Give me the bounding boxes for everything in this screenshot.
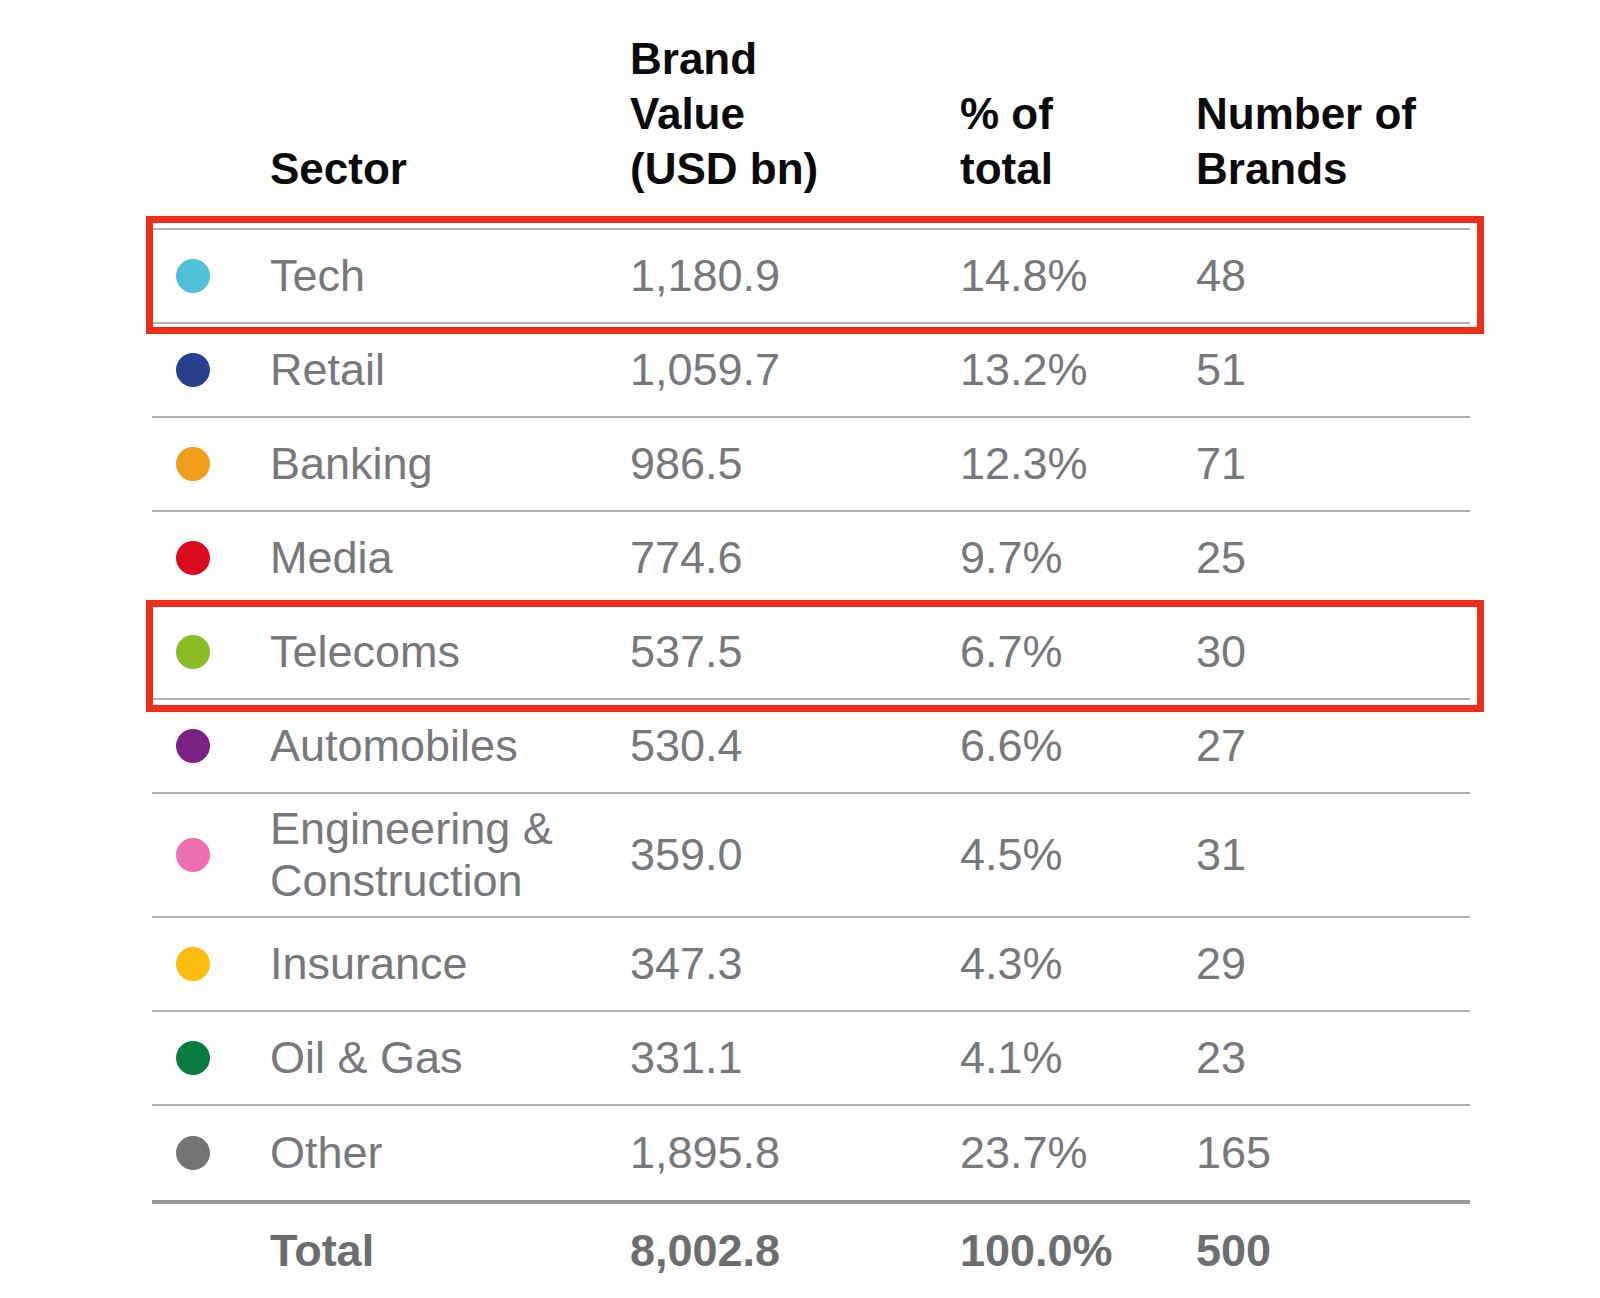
pct-of-total: 4.1% [960,1032,1196,1084]
brand-value: 1,895.8 [630,1127,960,1179]
pct-of-total: 4.3% [960,938,1196,990]
table-row-total: Total 8,002.8 100.0% 500 [152,1200,1470,1298]
table-row-oil-gas: Oil & Gas 331.1 4.1% 23 [152,1012,1470,1106]
table-row-automobiles: Automobiles 530.4 6.6% 27 [152,700,1470,794]
table-row-retail: Retail 1,059.7 13.2% 51 [152,324,1470,418]
total-dot-spacer [152,1204,255,1298]
sector-dot-cell [152,606,255,698]
sector-name: Tech [255,250,630,302]
table-header-row: Sector Brand Value (USD bn) % of total N… [152,0,1470,230]
sector-name: Automobiles [255,720,630,772]
table-row-insurance: Insurance 347.3 4.3% 29 [152,918,1470,1012]
header-pct-of-total: % of total [960,86,1196,196]
num-brands: 30 [1196,626,1470,678]
total-label: Total [255,1225,630,1277]
table-row-banking: Banking 986.5 12.3% 71 [152,418,1470,512]
num-brands: 25 [1196,532,1470,584]
brand-value: 774.6 [630,532,960,584]
table-row-tech: Tech 1,180.9 14.8% 48 [152,230,1470,324]
brand-value: 347.3 [630,938,960,990]
sector-name: Banking [255,438,630,490]
sector-dot-cell [152,1106,255,1200]
pct-of-total: 12.3% [960,438,1196,490]
pct-of-total: 4.5% [960,829,1196,881]
brand-value: 331.1 [630,1032,960,1084]
sector-name: Engineering & Construction [255,803,630,907]
sector-dot-cell [152,230,255,322]
num-brands: 165 [1196,1127,1470,1179]
header-sector: Sector [255,141,630,196]
total-pct-of-total: 100.0% [960,1225,1196,1277]
other-color-dot-icon [176,1136,210,1170]
brand-value: 1,180.9 [630,250,960,302]
total-num-brands: 500 [1196,1225,1470,1277]
sector-dot-cell [152,324,255,416]
brand-value: 537.5 [630,626,960,678]
table-row-engineering-construction: Engineering & Construction 359.0 4.5% 31 [152,794,1470,918]
brand-value: 1,059.7 [630,344,960,396]
num-brands: 51 [1196,344,1470,396]
table-row-telecoms: Telecoms 537.5 6.7% 30 [152,606,1470,700]
num-brands: 48 [1196,250,1470,302]
brand-value: 359.0 [630,829,960,881]
pct-of-total: 6.7% [960,626,1196,678]
telecoms-color-dot-icon [176,635,210,669]
oil-gas-color-dot-icon [176,1041,210,1075]
num-brands: 29 [1196,938,1470,990]
sector-dot-cell [152,512,255,604]
banking-color-dot-icon [176,447,210,481]
sector-name: Telecoms [255,626,630,678]
insurance-color-dot-icon [176,947,210,981]
sector-dot-cell [152,1012,255,1104]
num-brands: 23 [1196,1032,1470,1084]
sector-dot-cell [152,418,255,510]
sector-brand-value-table: Sector Brand Value (USD bn) % of total N… [152,0,1470,1298]
num-brands: 27 [1196,720,1470,772]
sector-dot-cell [152,918,255,1010]
table-row-media: Media 774.6 9.7% 25 [152,512,1470,606]
header-dot-spacer [152,0,255,196]
sector-dot-cell [152,700,255,792]
sector-name: Other [255,1127,630,1179]
media-color-dot-icon [176,541,210,575]
tech-color-dot-icon [176,259,210,293]
num-brands: 31 [1196,829,1470,881]
automobiles-color-dot-icon [176,729,210,763]
sector-brand-value-table-page: Sector Brand Value (USD bn) % of total N… [0,0,1600,1298]
num-brands: 71 [1196,438,1470,490]
retail-color-dot-icon [176,353,210,387]
sector-name: Media [255,532,630,584]
total-brand-value: 8,002.8 [630,1225,960,1277]
brand-value: 530.4 [630,720,960,772]
table-row-other: Other 1,895.8 23.7% 165 [152,1106,1470,1200]
sector-name: Retail [255,344,630,396]
pct-of-total: 6.6% [960,720,1196,772]
header-brand-value: Brand Value (USD bn) [630,31,960,196]
pct-of-total: 23.7% [960,1127,1196,1179]
engineering-construction-color-dot-icon [176,838,210,872]
sector-dot-cell [152,794,255,916]
pct-of-total: 13.2% [960,344,1196,396]
brand-value: 986.5 [630,438,960,490]
sector-name: Oil & Gas [255,1032,630,1084]
sector-name: Insurance [255,938,630,990]
pct-of-total: 9.7% [960,532,1196,584]
pct-of-total: 14.8% [960,250,1196,302]
header-number-of-brands: Number of Brands [1196,86,1470,196]
